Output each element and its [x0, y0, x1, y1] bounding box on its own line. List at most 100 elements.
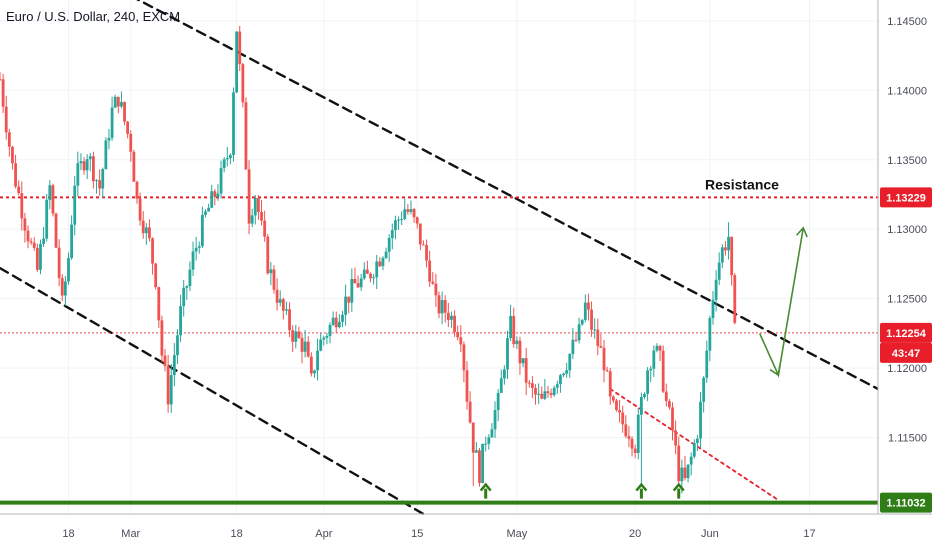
candle-body: [325, 335, 329, 338]
candle-body: [160, 320, 164, 356]
candle-body: [110, 107, 114, 138]
candle-body: [191, 251, 195, 270]
annotations: [479, 226, 808, 499]
candle-body: [272, 269, 276, 290]
candle-body: [403, 209, 407, 220]
candle-body: [481, 443, 484, 484]
candle-body: [288, 309, 291, 331]
candle-body: [496, 392, 500, 411]
current-price-tag-background: [880, 322, 932, 343]
candle-body: [319, 339, 323, 351]
candle-body: [711, 299, 715, 319]
candle-body: [341, 314, 344, 322]
candle-body: [141, 220, 145, 234]
candle-body: [627, 436, 631, 439]
candle-body: [362, 269, 366, 279]
candle-body: [602, 347, 606, 371]
candle-body: [646, 370, 650, 394]
grid-lines: [0, 0, 878, 514]
candle-body: [667, 401, 671, 408]
candle-body: [353, 278, 357, 284]
candle-body: [568, 354, 572, 371]
candle-body: [253, 197, 257, 216]
candle-body: [387, 238, 391, 252]
candle-body: [577, 324, 581, 341]
candle-body: [17, 186, 21, 194]
candle-body: [107, 137, 111, 141]
candle-body: [390, 230, 394, 239]
candle-body: [104, 140, 108, 170]
candle-body: [518, 340, 522, 364]
candle-body: [624, 424, 628, 437]
candle-body: [244, 102, 248, 170]
candle-body: [599, 346, 603, 348]
candle-body: [232, 92, 235, 156]
candle-body: [303, 341, 307, 352]
resistance-price-tag-background: [880, 187, 932, 208]
resistance-price-tag: 1.13229: [886, 192, 926, 204]
candle-body: [384, 251, 388, 258]
candle-body: [580, 319, 584, 325]
candle-body: [521, 358, 525, 364]
candle-body: [565, 370, 569, 374]
candle-body: [724, 247, 727, 251]
candle-body: [241, 64, 245, 103]
candle-body: [185, 286, 189, 288]
candle-body: [123, 102, 126, 122]
candle-body: [278, 299, 282, 303]
candle-body: [418, 223, 422, 245]
candle-body: [20, 193, 24, 219]
candle-body: [689, 456, 693, 465]
candle-body: [204, 211, 207, 215]
candle-body: [587, 302, 590, 310]
time-tick-label: 18: [230, 528, 242, 540]
price-tick-label: 1.11500: [888, 433, 927, 445]
candle-body: [462, 344, 466, 371]
candle-body: [621, 412, 625, 425]
candle-body: [350, 278, 354, 303]
candle-body: [664, 391, 668, 402]
candle-body: [228, 155, 232, 159]
candle-body: [717, 262, 721, 280]
candle-body: [32, 242, 36, 248]
candle-body: [596, 329, 600, 347]
candle-body: [661, 350, 665, 392]
candle-body: [200, 214, 204, 247]
candle-body: [266, 236, 270, 274]
candle-body: [468, 401, 472, 423]
candle-body: [409, 209, 413, 212]
projection-down-arrowhead: [769, 365, 781, 377]
candle-body: [456, 332, 460, 338]
candle-body: [11, 146, 14, 164]
candle-body: [70, 224, 74, 259]
candle-body: [484, 443, 488, 445]
candle-body: [440, 300, 444, 314]
candle-body: [67, 258, 70, 282]
time-tick-label: Mar: [121, 528, 140, 540]
candle-body: [179, 306, 182, 336]
candle-body: [555, 384, 559, 388]
candle-body: [708, 318, 712, 351]
candle-body: [76, 163, 80, 186]
time-tick-label: 20: [629, 528, 641, 540]
candle-body: [702, 377, 706, 402]
candle-body: [733, 275, 737, 323]
candle-body: [219, 168, 223, 194]
candle-body: [487, 437, 491, 444]
candle-body: [166, 366, 170, 405]
projection-up-arrowhead: [795, 226, 808, 238]
candle-body: [365, 269, 369, 274]
candle-body: [453, 315, 456, 333]
candle-body: [474, 450, 478, 453]
candle-body: [48, 185, 52, 200]
time-tick-label: 15: [411, 528, 423, 540]
candle-body: [129, 133, 133, 152]
candle-body: [213, 191, 217, 197]
candle-body: [285, 309, 288, 311]
lower-channel-line: [0, 266, 425, 516]
candle-body: [135, 181, 139, 199]
candle-body: [269, 269, 273, 274]
candle-body: [306, 341, 310, 357]
